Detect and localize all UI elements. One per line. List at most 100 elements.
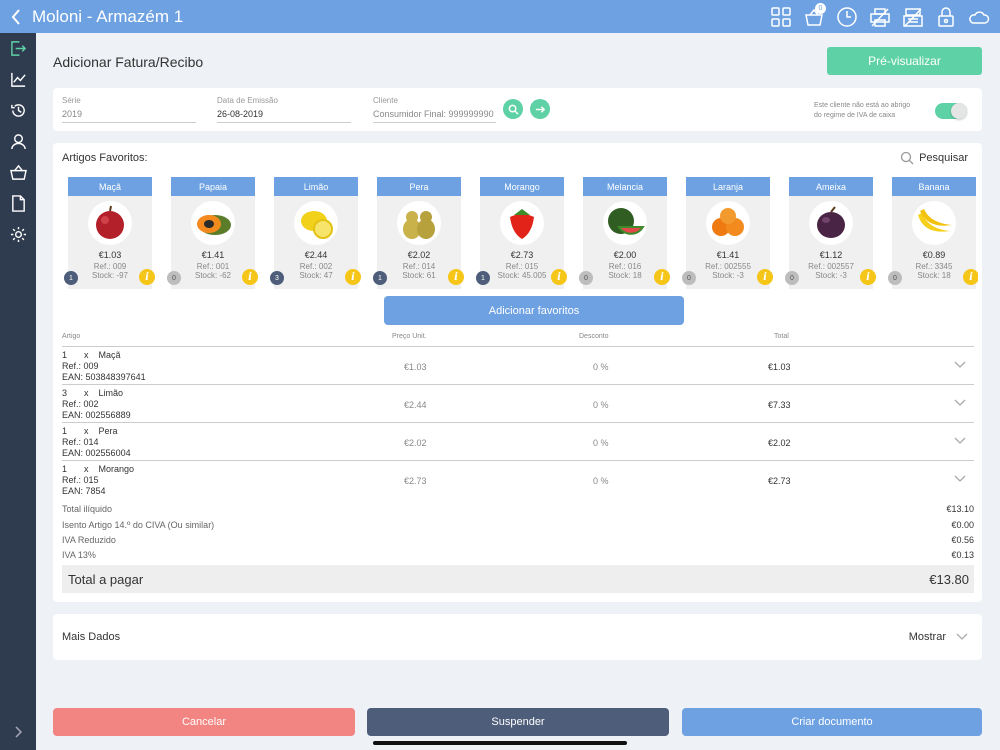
favorite-qty-badge: 0: [579, 271, 593, 285]
favorite-item[interactable]: Limão €2.44 Ref.: 002 Stock: 47 3 i: [270, 177, 361, 289]
cloud-icon[interactable]: [967, 5, 990, 28]
iva-cash-toggle[interactable]: [935, 103, 967, 119]
show-more-button[interactable]: Mostrar: [909, 631, 968, 643]
chevron-down-icon[interactable]: [954, 361, 966, 369]
row-ean: 7854: [85, 486, 106, 496]
favorite-ref: Ref.: 002555: [705, 262, 751, 271]
more-data-card[interactable]: Mais Dados Mostrar: [53, 614, 982, 660]
suspend-button[interactable]: Suspender: [367, 708, 669, 736]
row-ref: 009: [83, 361, 99, 371]
favorite-stock: Stock: -97: [91, 271, 128, 280]
client-input[interactable]: Consumidor Final: 999999990: [373, 109, 496, 123]
top-bar: Moloni - Armazém 1 0: [0, 0, 1000, 33]
client-field[interactable]: Cliente Consumidor Final: 999999990: [373, 96, 496, 123]
sidebar-expand-button[interactable]: [0, 726, 36, 738]
row-qty: 1: [62, 350, 68, 360]
toggle-knob: [951, 103, 967, 119]
search-icon: [508, 104, 519, 115]
client-search-button[interactable]: [503, 99, 523, 119]
divider: [62, 384, 974, 385]
summary-row: Isento Artigo 14.º do CIVA (Ou similar) …: [62, 520, 974, 530]
user-icon: [10, 134, 26, 150]
row-qty: 3: [62, 388, 68, 398]
info-icon[interactable]: i: [242, 269, 258, 285]
sidebar-item-basket[interactable]: [0, 157, 36, 188]
favorite-price: €2.73: [510, 250, 534, 260]
cancel-button[interactable]: Cancelar: [53, 708, 355, 736]
favorite-item[interactable]: Pera €2.02 Ref.: 014 Stock: 61 1 i: [373, 177, 464, 289]
favorite-item[interactable]: Melancia €2.00 Ref.: 016 Stock: 18 0 i: [579, 177, 670, 289]
table-row[interactable]: 1 x Maçã Ref.: 009 EAN: 503848397641 €1.0…: [62, 347, 974, 385]
favorites-search-button[interactable]: Pesquisar: [900, 151, 968, 165]
table-row[interactable]: 1 x Morango Ref.: 015 EAN: 7854 €2.73 0 %…: [62, 461, 974, 499]
chart-icon: [10, 72, 26, 87]
favorite-ref: Ref.: 002557: [808, 262, 854, 271]
row-name: Pera: [98, 426, 118, 436]
info-icon[interactable]: i: [448, 269, 464, 285]
date-label: Data de Emissão: [217, 96, 278, 105]
chevron-down-icon[interactable]: [954, 399, 966, 407]
serie-field[interactable]: Série 2019: [62, 96, 196, 123]
add-favorites-button[interactable]: Adicionar favoritos: [384, 296, 684, 325]
printer-icon[interactable]: [868, 5, 891, 28]
info-icon[interactable]: i: [757, 269, 773, 285]
row-ean-label: EAN:: [62, 448, 84, 458]
history-icon: [10, 104, 25, 117]
sidebar-item-exit[interactable]: [0, 33, 36, 64]
row-times: x: [84, 350, 89, 360]
favorite-name: Banana: [892, 177, 976, 196]
client-go-button[interactable]: [530, 99, 550, 119]
gear-icon: [10, 226, 26, 243]
table-row[interactable]: 1 x Pera Ref.: 014 EAN: 002556004 €2.02 0…: [62, 423, 974, 461]
cart-count-badge: 0: [815, 3, 826, 14]
favorite-item[interactable]: Papaia €1.41 Ref.: 001 Stock: -62 0 i: [167, 177, 258, 289]
sidebar-item-settings[interactable]: [0, 219, 36, 250]
info-icon[interactable]: i: [963, 269, 978, 285]
info-icon[interactable]: i: [345, 269, 361, 285]
divider: [62, 346, 974, 347]
row-name: Limão: [98, 388, 124, 398]
favorite-item[interactable]: Ameixa €1.12 Ref.: 002557 Stock: -3 0 i: [785, 177, 876, 289]
sidebar-item-clients[interactable]: [0, 126, 36, 157]
col-total: Total: [774, 333, 789, 340]
favorite-item[interactable]: Laranja €1.41 Ref.: 002555 Stock: -3 0 i: [682, 177, 773, 289]
info-icon[interactable]: i: [551, 269, 567, 285]
papaya-image: [191, 201, 235, 245]
chevron-right-icon: [15, 726, 22, 738]
favorite-qty-badge: 1: [476, 271, 490, 285]
favorite-item[interactable]: Morango €2.73 Ref.: 015 Stock: 45.005 1 …: [476, 177, 567, 289]
clock-icon[interactable]: [835, 5, 858, 28]
back-button[interactable]: [0, 0, 32, 33]
favorite-item[interactable]: Maçã €1.03 Ref.: 009 Stock: -97 1 i: [64, 177, 155, 289]
lock-icon[interactable]: [934, 5, 957, 28]
sidebar-item-documents[interactable]: [0, 188, 36, 219]
cash-register-icon[interactable]: [901, 5, 924, 28]
info-icon[interactable]: i: [860, 269, 876, 285]
favorite-item[interactable]: Banana €0.89 Ref.: 3345 Stock: 18 0 i: [888, 177, 978, 289]
sidebar-item-stats[interactable]: [0, 64, 36, 95]
info-icon[interactable]: i: [139, 269, 155, 285]
chevron-down-icon[interactable]: [954, 437, 966, 445]
cart-icon[interactable]: 0: [802, 3, 826, 28]
sidebar-item-history[interactable]: [0, 95, 36, 126]
date-field[interactable]: Data de Emissão 26-08-2019: [217, 96, 351, 123]
row-ref-label: Ref.:: [62, 361, 82, 371]
summary-value: €0.13: [951, 550, 974, 560]
col-preco: Preço Unit.: [392, 333, 427, 340]
preview-button[interactable]: Pré-visualizar: [827, 47, 982, 75]
create-document-button[interactable]: Criar documento: [682, 708, 982, 736]
row-article: 1 x Morango Ref.: 015 EAN: 7854: [62, 464, 134, 497]
chevron-down-icon[interactable]: [954, 475, 966, 483]
row-price: €1.03: [404, 362, 427, 372]
row-qty: 1: [62, 464, 68, 474]
info-icon[interactable]: i: [654, 269, 670, 285]
row-total: €2.73: [768, 476, 791, 486]
grand-total-label: Total a pagar: [68, 572, 144, 587]
chevron-down-icon: [956, 633, 968, 640]
grand-total-value: €13.80: [929, 572, 969, 587]
serie-label: Série: [62, 96, 81, 105]
favorite-price: €2.02: [407, 250, 431, 260]
iva-note-line1: Este cliente não está ao abrigo: [814, 102, 911, 109]
grid-icon[interactable]: [769, 5, 792, 28]
